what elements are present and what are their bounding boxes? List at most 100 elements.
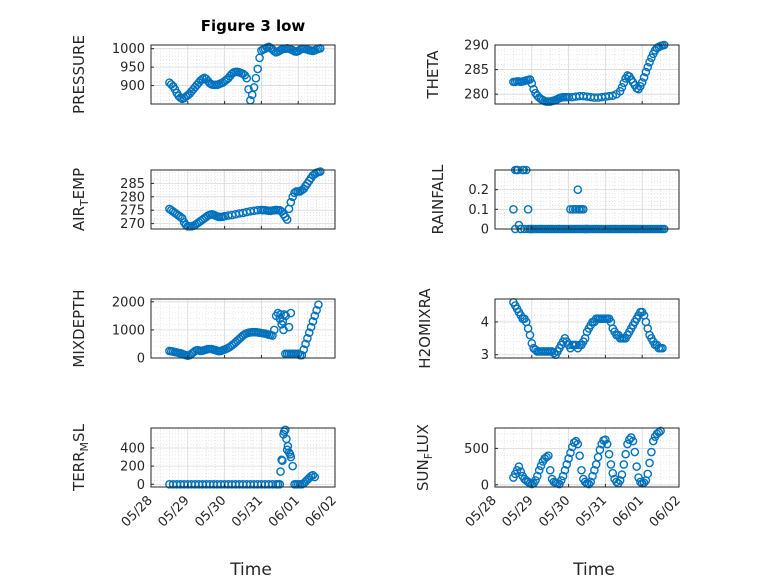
data-point [310, 311, 320, 321]
data-point [310, 472, 320, 482]
data-point [656, 426, 665, 436]
x-tick-label: 05/29 [500, 493, 537, 530]
x-tick-label: 05/31 [229, 493, 266, 530]
data-point [588, 471, 597, 481]
data-point [544, 451, 553, 460]
data-point [542, 452, 551, 462]
data-point [636, 477, 645, 487]
data-point [523, 205, 533, 214]
y-axis-label: RAINFALL [429, 164, 447, 235]
x-tick-label: 06/01 [610, 493, 647, 530]
data-point [648, 436, 658, 446]
y-tick-label: 0 [481, 223, 489, 238]
data-point [586, 477, 595, 487]
panel-terr-msl: 0 200 400 05/28 05/29 05/30 05/31 06/01 06/02 TER… [70, 423, 340, 530]
data-point [249, 83, 259, 92]
y-tick-label: 285 [120, 177, 145, 192]
panel-rainfall: 0 0.1 0.2 RAINFALL [429, 164, 680, 238]
data-point [641, 67, 651, 77]
data-point [533, 471, 542, 481]
data-point [527, 338, 537, 348]
series-points [165, 42, 325, 105]
y-tick-label: 500 [464, 442, 489, 457]
panel-h2omixra: 3 4 H2OMIXRA [416, 288, 680, 369]
y-axis-label: H2OMIXRA [416, 288, 434, 369]
data-point [281, 425, 290, 435]
y-tick-label: 1000 [112, 323, 145, 338]
grid [494, 169, 680, 230]
data-point [628, 436, 638, 446]
data-point [637, 78, 647, 87]
y-tick-label: 4 [481, 315, 489, 330]
y-tick-label: 280 [464, 88, 489, 103]
data-point [606, 460, 616, 469]
data-point [575, 451, 584, 460]
x-tick-label: 06/02 [303, 493, 340, 530]
axes-box [150, 298, 336, 359]
data-point [617, 470, 627, 479]
y-tick-label: 0 [137, 478, 145, 493]
y-tick-label: 3 [481, 348, 489, 363]
data-point [556, 476, 566, 485]
data-point [645, 57, 654, 67]
data-point [509, 205, 518, 214]
series-points [165, 425, 320, 489]
y-axis-label: AIRTEMP [70, 168, 91, 231]
data-point [278, 456, 287, 465]
data-point [630, 447, 640, 457]
data-point [301, 339, 310, 349]
data-point [617, 82, 627, 92]
data-point [269, 325, 279, 335]
data-point [608, 468, 618, 478]
data-point [534, 465, 544, 475]
data-point [275, 479, 285, 489]
data-point [306, 322, 316, 332]
data-point [290, 188, 299, 198]
data-point [593, 452, 603, 462]
data-point [632, 462, 641, 471]
data-point [529, 84, 538, 94]
x-tick-label: 05/30 [536, 493, 573, 530]
panel-mixdepth: 0 1000 2000 MIXDEPTH [70, 289, 336, 368]
y-tick-label: 0 [137, 352, 145, 367]
data-point [531, 476, 540, 485]
data-point [584, 479, 594, 489]
y-tick-label: 290 [464, 39, 489, 54]
y-tick-label: 0 [481, 478, 489, 493]
series-points [165, 300, 323, 361]
data-point [286, 308, 296, 318]
y-tick-label: 0.1 [468, 203, 489, 218]
data-point [654, 428, 664, 437]
y-axis-label: MIXDEPTH [70, 289, 88, 367]
data-point [658, 343, 667, 353]
y-tick-label: 270 [120, 217, 145, 232]
data-point [564, 454, 573, 463]
data-point [621, 449, 630, 459]
y-tick-label: 2000 [112, 295, 145, 310]
data-point [579, 205, 588, 214]
series-points [509, 40, 669, 106]
data-point [619, 460, 629, 469]
axes-box [494, 44, 680, 105]
data-point [282, 215, 292, 224]
data-point [647, 447, 656, 457]
data-point [577, 465, 586, 475]
data-point [177, 213, 187, 223]
x-tick-label: 06/02 [647, 493, 684, 530]
x-tick-label: 05/31 [573, 493, 610, 530]
data-point [604, 449, 614, 459]
data-point [643, 62, 653, 72]
x-tick-label: 05/28 [463, 493, 500, 530]
data-point [242, 73, 251, 83]
x-axis-label-right: Time [572, 560, 615, 580]
data-point [525, 330, 535, 340]
data-point [286, 452, 296, 462]
series-points [509, 165, 669, 234]
data-point [560, 465, 570, 475]
data-point [304, 328, 314, 338]
data-point [288, 461, 297, 471]
data-point [590, 465, 599, 475]
axes-box [150, 169, 336, 230]
